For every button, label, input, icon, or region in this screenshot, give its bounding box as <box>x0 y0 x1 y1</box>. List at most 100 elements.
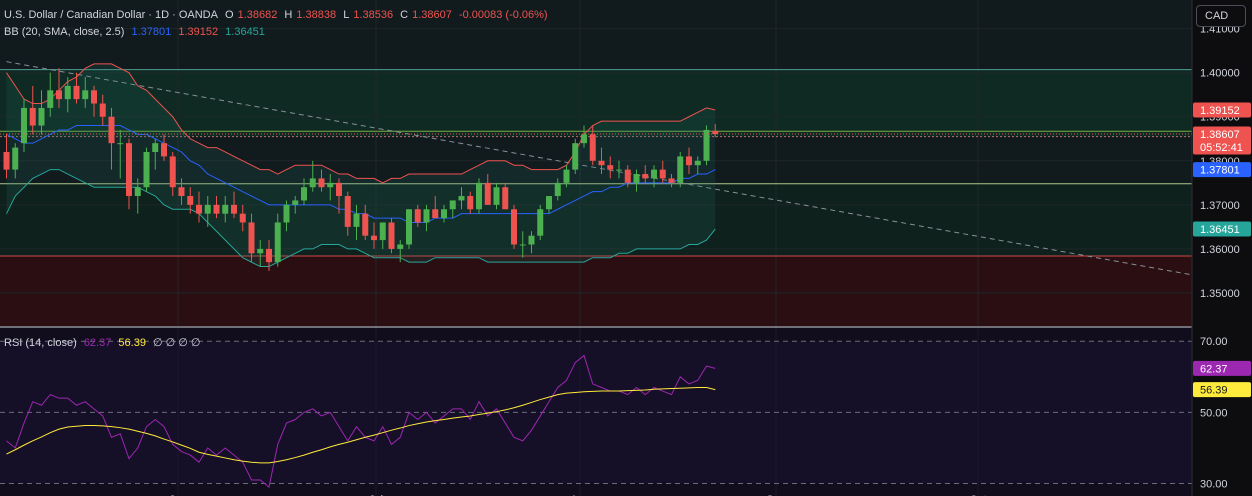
candle-body <box>310 178 316 187</box>
price-axis-label: 1.37801 <box>1200 165 1240 177</box>
candle-body <box>74 86 80 99</box>
candle-body <box>170 156 176 187</box>
candle-body <box>485 183 491 205</box>
candle-body <box>546 196 552 209</box>
bb-label: BB (20, SMA, close, 2.5) <box>4 26 124 38</box>
symbol-title[interactable]: U.S. Dollar / Canadian Dollar · 1D · OAN… <box>4 9 218 21</box>
candle-body <box>476 183 482 209</box>
rsi-axis-tick: 70.00 <box>1200 336 1228 348</box>
bb-legend[interactable]: BB (20, SMA, close, 2.5) 1.37801 1.39152… <box>4 26 269 38</box>
currency-button[interactable]: CAD <box>1196 5 1246 27</box>
candle-body <box>12 148 18 170</box>
rsi-label: RSI (14, close) <box>4 337 77 349</box>
candle-body <box>625 170 631 183</box>
candle-body <box>441 209 447 218</box>
candle-body <box>4 152 10 170</box>
rsi-empty-values: ∅ ∅ ∅ ∅ <box>153 337 201 349</box>
candle-body <box>380 222 386 240</box>
candle-body <box>196 205 202 214</box>
candle-body <box>651 170 657 179</box>
candle-body <box>327 183 333 187</box>
candle-body <box>82 90 88 99</box>
candle-body <box>187 196 193 205</box>
rsi-value: 62.37 <box>84 337 112 349</box>
candle-body <box>266 249 272 262</box>
candle-body <box>607 165 613 169</box>
candle-body <box>590 134 596 160</box>
candle-body <box>406 209 412 244</box>
candle-body <box>616 170 622 171</box>
candle-body <box>362 214 368 236</box>
close-label: C <box>400 9 408 21</box>
rsi-legend[interactable]: RSI (14, close) 62.37 56.39 ∅ ∅ ∅ ∅ <box>4 336 205 349</box>
candle-body <box>345 196 351 227</box>
candle-body <box>109 117 115 143</box>
candle-body <box>21 108 27 143</box>
candle-body <box>240 214 246 223</box>
candle-body <box>520 245 526 246</box>
candle-body <box>126 143 132 196</box>
candle-body <box>677 156 683 182</box>
candle-body <box>65 86 71 99</box>
candle-body <box>599 161 605 165</box>
candle-body <box>537 209 543 235</box>
price-axis-tick: 1.35000 <box>1200 288 1240 300</box>
bb-basis-value: 1.37801 <box>132 26 172 38</box>
candle-body <box>56 90 62 99</box>
candle-body <box>397 245 403 249</box>
candle-body <box>660 170 666 179</box>
candle-body <box>389 222 395 248</box>
symbol-header: U.S. Dollar / Canadian Dollar · 1D · OAN… <box>4 9 552 21</box>
high-value: 1.38838 <box>296 9 336 21</box>
candle-body <box>424 209 430 222</box>
candle-body <box>511 209 517 244</box>
candle-body <box>415 209 421 222</box>
candle-body <box>222 205 228 214</box>
candle-body <box>152 143 158 152</box>
candle-body <box>467 196 473 209</box>
candle-body <box>642 174 648 178</box>
candle-body <box>214 205 220 214</box>
price-axis-tick: 1.37000 <box>1200 200 1240 212</box>
open-label: O <box>225 9 234 21</box>
candle-body <box>494 187 500 205</box>
low-value: 1.38536 <box>353 9 393 21</box>
candle-body <box>432 209 438 218</box>
candle-body <box>695 161 701 165</box>
red-zone <box>0 256 1192 326</box>
price-axis-label: 1.38607 <box>1200 129 1240 141</box>
candle-body <box>231 205 237 214</box>
candle-body <box>336 183 342 196</box>
candle-body <box>135 187 141 196</box>
high-label: H <box>284 9 292 21</box>
rsi-axis-tick: 30.00 <box>1200 479 1228 491</box>
candle-body <box>564 170 570 183</box>
rsi-axis-label: 56.39 <box>1200 385 1228 397</box>
candle-body <box>249 222 255 253</box>
candle-body <box>529 236 535 245</box>
bb-lower-value: 1.36451 <box>225 26 265 38</box>
candle-body <box>179 187 185 196</box>
close-value: 1.38607 <box>412 9 452 21</box>
candle-body <box>704 130 710 161</box>
countdown-label: 05:52:41 <box>1200 142 1243 154</box>
candle-body <box>686 156 692 165</box>
candle-body <box>30 108 36 126</box>
candle-body <box>301 187 307 200</box>
candle-body <box>144 152 150 187</box>
candle-body <box>354 214 360 227</box>
candle-body <box>581 134 587 143</box>
candle-body <box>502 187 508 209</box>
candle-body <box>292 200 298 204</box>
bb-upper-value: 1.39152 <box>178 26 218 38</box>
candle-body <box>161 143 167 156</box>
candle-body <box>319 178 325 187</box>
low-label: L <box>343 9 349 21</box>
candle-body <box>205 205 211 214</box>
candle-body <box>117 143 123 144</box>
price-axis-tick: 1.40000 <box>1200 68 1240 80</box>
rsi-ma-value: 56.39 <box>118 337 146 349</box>
candle-body <box>47 90 53 108</box>
rsi-axis-tick: 50.00 <box>1200 407 1228 419</box>
